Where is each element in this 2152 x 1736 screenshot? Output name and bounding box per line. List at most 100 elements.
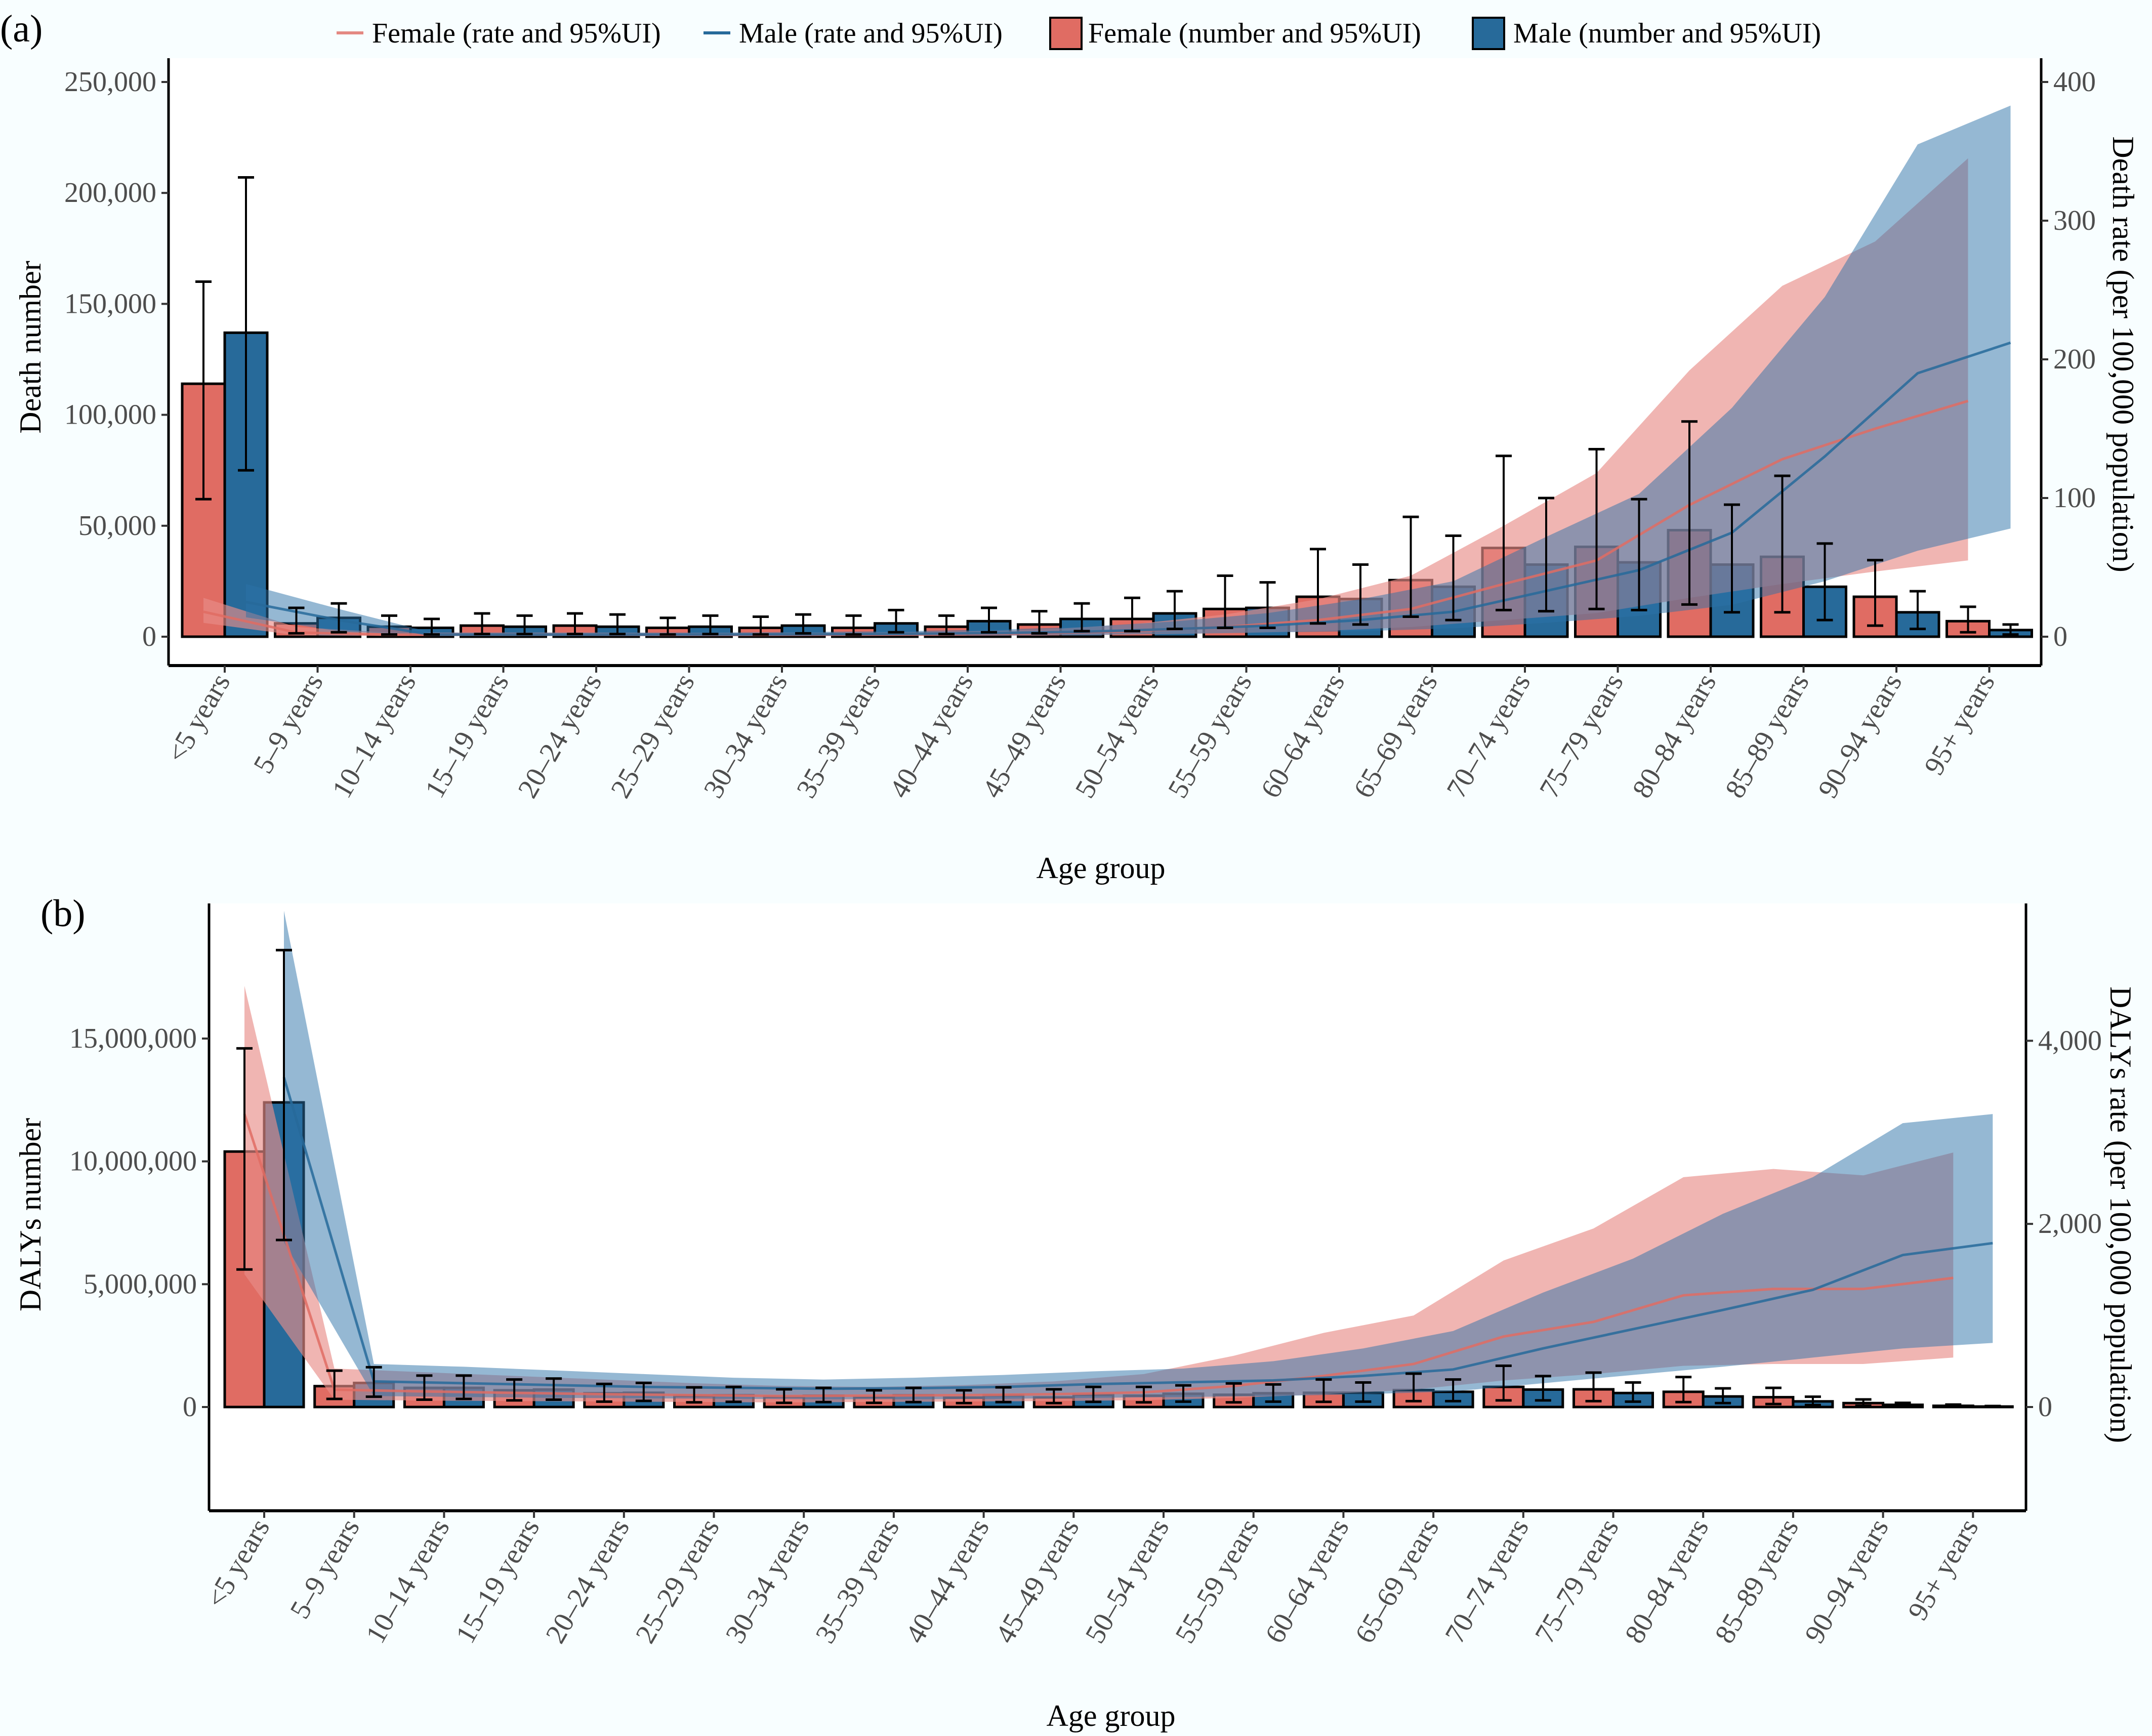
male-number-errorbar (1538, 497, 1554, 613)
female-number-errorbar (567, 612, 583, 636)
female-number-errorbar (1136, 1385, 1152, 1404)
male-rate-ui-band (284, 911, 1993, 1399)
male-number-errorbar (1625, 1381, 1641, 1403)
male-number-errorbar (795, 613, 811, 635)
male-number-errorbar (1535, 1375, 1551, 1402)
right-y-tick-label: 100 (2053, 482, 2096, 514)
female-number-errorbar (686, 1386, 702, 1404)
left-y-tick-label: 200,000 (64, 177, 156, 209)
male-number-errorbar (815, 1386, 832, 1403)
left-y-tick-label: 250,000 (64, 66, 156, 98)
male-number-errorbar (1715, 1387, 1731, 1404)
female-number-errorbar (1124, 596, 1140, 633)
female-number-errorbar (1774, 474, 1791, 614)
female-number-errorbar (938, 614, 955, 636)
female-number-errorbar (753, 615, 769, 636)
male-number-errorbar (1816, 542, 1833, 622)
female-number-errorbar (1945, 1403, 1962, 1408)
legend-male-number-label: Male (number and 95%UI) (1513, 18, 1821, 49)
female-number-errorbar (1675, 1376, 1692, 1403)
male-number-errorbar (1085, 1385, 1102, 1403)
female-number-errorbar (1765, 1386, 1782, 1406)
female-number-errorbar (845, 614, 862, 636)
right-y-tick-label: 300 (2053, 205, 2096, 236)
male-number-errorbar (635, 1381, 652, 1402)
female-number-errorbar (596, 1382, 612, 1403)
panel-b-lines (243, 1077, 1993, 1397)
male-number-errorbar (995, 1386, 1012, 1403)
male-number-errorbar (456, 1374, 472, 1400)
right-y-tick-label: 200 (2053, 344, 2096, 375)
panel-a-y2-axis-title: Death rate (per 100,000 population) (2106, 136, 2140, 572)
female-number-errorbar (195, 280, 212, 501)
male-number-errorbar (609, 613, 626, 636)
panel-b: (b) 0 5,000,000 10,000,000 15,000,000 0 2,000… (14, 892, 2137, 1732)
female-number-errorbar (659, 616, 676, 636)
left-y-tick-label: 50,000 (78, 510, 156, 542)
legend-item-female-number: Female (number and 95%UI) (1049, 17, 1421, 50)
right-y-tick-label: 0 (2053, 621, 2067, 652)
female-number-errorbar (1310, 548, 1326, 625)
female-number-errorbar (956, 1389, 972, 1404)
male-number-errorbar (1724, 503, 1740, 614)
male-number-errorbar (702, 614, 719, 636)
male-number-errorbar (238, 176, 254, 472)
male-rate-line (282, 1077, 1993, 1390)
female-number-errorbar (1855, 1398, 1872, 1408)
male-number-errorbar (1355, 1381, 1372, 1403)
female-number-errorbar (1031, 610, 1048, 635)
left-y-tick-label: 5,000,000 (84, 1268, 197, 1300)
female-number-errorbar (326, 1369, 343, 1400)
panel-a-errorbars (195, 176, 2019, 636)
male-number-errorbar (905, 1386, 922, 1403)
right-y-tick-label: 400 (2053, 66, 2096, 98)
female-number-errorbar (1495, 1364, 1512, 1402)
legend-male-number-swatch (1472, 17, 1505, 50)
left-y-tick-label: 100,000 (64, 399, 156, 431)
male-number-errorbar (1445, 1378, 1462, 1402)
panel-b-bands (244, 911, 1993, 1402)
female-number-errorbar (865, 1389, 882, 1404)
female-number-errorbar (506, 1378, 523, 1402)
legend: Female (rate and 95%UI) Male (rate and 9… (337, 17, 1821, 50)
right-y-tick-label: 2,000 (2038, 1208, 2102, 1239)
male-number-errorbar (546, 1377, 562, 1401)
female-number-errorbar (1402, 515, 1419, 618)
male-number-errorbar (888, 608, 904, 634)
female-number-errorbar (1960, 605, 1976, 634)
male-number-errorbar (1175, 1384, 1191, 1403)
male-number-errorbar (1631, 498, 1647, 611)
male-number-errorbar (1804, 1395, 1821, 1407)
male-number-errorbar (1894, 1401, 1911, 1408)
male-number-errorbar (1984, 1404, 2001, 1409)
male-number-errorbar (725, 1385, 742, 1403)
female-number-errorbar (776, 1388, 793, 1404)
male-number-errorbar (2002, 623, 2019, 636)
male-number-errorbar (424, 617, 440, 636)
female-number-errorbar (1046, 1388, 1062, 1404)
female-number-errorbar (288, 606, 305, 635)
left-y-tick-label: 10,000,000 (69, 1146, 197, 1177)
panel-a-x-axis-title: Age group (1037, 851, 1166, 885)
panel-b-tag: (b) (40, 892, 86, 935)
female-number-errorbar (1867, 559, 1883, 627)
female-rate-ui-band (244, 985, 1954, 1402)
panel-a-bands (203, 105, 2011, 636)
female-rate-ui-band (203, 158, 1968, 636)
panel-a-y-axis-title: Death number (14, 261, 47, 434)
female-number-errorbar (474, 612, 490, 636)
legend-male-rate-label: Male (rate and 95%UI) (739, 18, 1003, 49)
female-number-errorbar (1405, 1372, 1422, 1402)
male-number-errorbar (1073, 602, 1090, 633)
female-number-errorbar (416, 1374, 433, 1401)
legend-female-number-swatch (1049, 17, 1083, 50)
female-number-errorbar (236, 1047, 253, 1271)
panel-a-tag: (a) (0, 8, 43, 50)
female-number-errorbar (1217, 574, 1233, 629)
male-number-errorbar (276, 948, 292, 1242)
left-y-tick-label: 0 (183, 1391, 197, 1423)
left-y-tick-label: 150,000 (64, 288, 156, 319)
panel-b-errorbars (236, 948, 2001, 1409)
panel-b-x-axis-title: Age group (1047, 1699, 1176, 1732)
